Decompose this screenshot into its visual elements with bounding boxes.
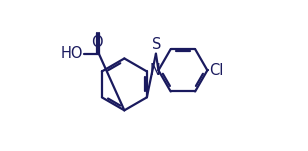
Text: S: S [152, 37, 161, 52]
Text: N: N [149, 63, 160, 78]
Text: HO: HO [61, 46, 83, 61]
Text: Cl: Cl [209, 63, 224, 78]
Text: O: O [91, 35, 103, 50]
